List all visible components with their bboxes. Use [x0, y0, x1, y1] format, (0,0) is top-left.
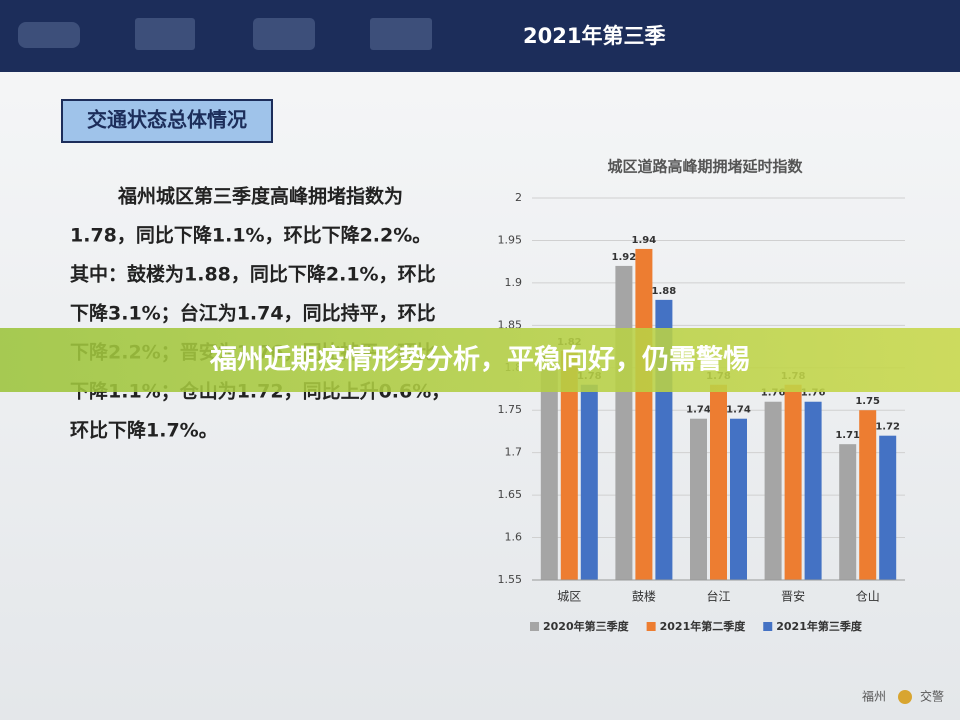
body-line: 1.78，同比下降1.1%，环比下降2.2%。 — [70, 224, 431, 247]
footer-text: 交警 — [920, 689, 944, 704]
y-tick-label: 1.7 — [505, 446, 523, 459]
bar — [764, 401, 782, 580]
footer-text: 福州 — [862, 689, 886, 704]
data-label: 1.75 — [855, 396, 880, 407]
body-line: 福州城区第三季度高峰拥堵指数为 — [117, 185, 403, 208]
legend-swatch — [646, 622, 656, 631]
bar — [784, 384, 802, 580]
x-tick-label: 城区 — [557, 590, 581, 604]
x-tick-label: 晋安 — [781, 589, 805, 604]
bar — [560, 350, 578, 580]
y-tick-label: 1.55 — [498, 573, 523, 586]
legend-swatch — [763, 622, 773, 631]
data-label: 1.74 — [726, 405, 751, 416]
y-tick-label: 1.9 — [505, 276, 523, 289]
header-icons — [18, 18, 432, 50]
bar — [635, 248, 653, 580]
footer-badge — [898, 690, 912, 704]
banner — [0, 328, 960, 392]
bar — [580, 384, 598, 580]
x-tick-label: 仓山 — [856, 590, 880, 604]
bar — [859, 410, 877, 580]
bar — [615, 265, 633, 580]
bar — [730, 418, 747, 580]
bar — [690, 418, 707, 580]
body-line: 下降3.1%；台江为1.74，同比持平，环比 — [70, 302, 436, 325]
x-tick-label: 台江 — [706, 589, 730, 604]
legend-label: 2021年第二季度 — [660, 619, 747, 633]
header-title: 2021年第三季 — [523, 24, 665, 48]
data-label: 1.76 — [761, 388, 786, 399]
body-line: 环比下降1.7%。 — [70, 419, 218, 442]
bar — [804, 401, 822, 580]
y-tick-label: 1.95 — [498, 233, 523, 246]
body-line: 其中：鼓楼为1.88，同比下降2.1%，环比 — [70, 263, 436, 286]
data-label: 1.72 — [875, 422, 900, 433]
banner-text: 福州近期疫情形势分析，平稳向好，仍需警惕 — [209, 344, 750, 376]
data-label: 1.74 — [686, 405, 711, 416]
data-label: 1.92 — [612, 252, 637, 263]
y-tick-label: 2 — [515, 191, 522, 204]
data-label: 1.71 — [835, 430, 860, 441]
data-label: 1.76 — [801, 388, 826, 399]
bar — [710, 384, 727, 580]
bar — [839, 444, 857, 580]
bar — [879, 435, 897, 580]
legend-label: 2020年第三季度 — [543, 619, 630, 633]
y-tick-label: 1.65 — [498, 488, 523, 501]
y-tick-label: 1.75 — [498, 403, 523, 416]
y-tick-label: 1.6 — [505, 531, 523, 544]
overlay: 福州近期疫情形势分析，平稳向好，仍需警惕 — [0, 328, 960, 392]
chart-title: 城区道路高峰期拥堵延时指数 — [607, 158, 803, 176]
legend-swatch — [530, 622, 539, 631]
legend-label: 2021年第三季度 — [776, 619, 863, 633]
section-box — [61, 99, 273, 143]
data-label: 1.88 — [652, 286, 677, 297]
data-label: 1.94 — [632, 235, 657, 246]
x-tick-label: 鼓楼 — [632, 589, 656, 604]
bar — [540, 367, 558, 580]
section-title: 交通状态总体情况 — [87, 108, 247, 132]
